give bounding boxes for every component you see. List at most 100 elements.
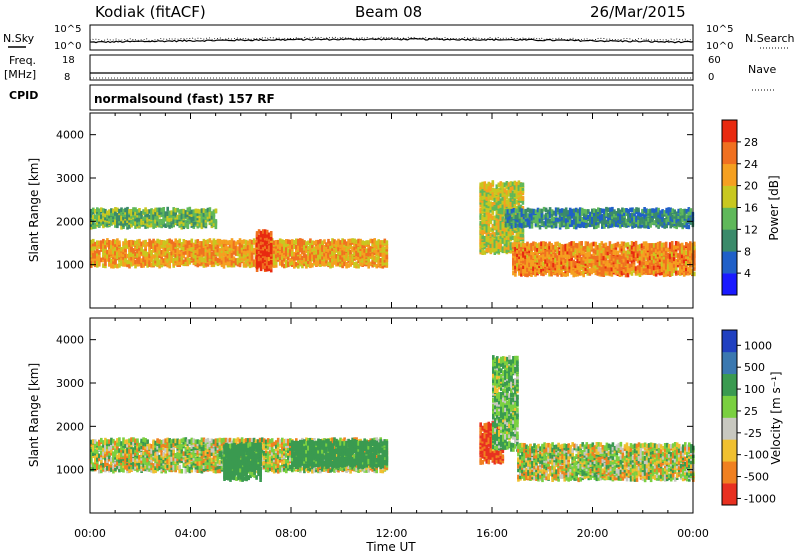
heatmap-cell (321, 240, 324, 246)
heatmap-cell (501, 229, 505, 234)
heatmap-cell (493, 247, 497, 253)
heatmap-cell (124, 443, 127, 449)
heatmap-cell (548, 258, 551, 264)
heatmap-cell (517, 186, 521, 191)
heatmap-cell (650, 270, 654, 275)
heatmap-cell (184, 261, 188, 266)
heatmap-cell (100, 240, 103, 245)
heatmap-cell (305, 260, 308, 266)
heatmap-cell (283, 244, 286, 249)
heatmap-cell (122, 212, 125, 218)
heatmap-cell (483, 250, 487, 255)
heatmap-cell (108, 216, 111, 222)
heatmap-cell (481, 201, 485, 207)
heatmap-cell (116, 215, 119, 220)
heatmap-cell (365, 251, 369, 257)
heatmap-cell (108, 464, 111, 469)
heatmap-cell (522, 223, 526, 228)
heatmap-cell (497, 223, 501, 229)
heatmap-cell (208, 256, 212, 261)
heatmap-cell (646, 260, 650, 266)
heatmap-cell (544, 212, 548, 218)
heatmap-cell (560, 211, 564, 216)
heatmap-cell (550, 270, 553, 276)
heatmap-cell (108, 261, 111, 267)
heatmap-cell (622, 248, 626, 254)
heatmap-cell (507, 191, 511, 197)
heatmap-cell (166, 216, 170, 222)
heatmap-cell (552, 262, 555, 268)
heatmap-cell (600, 266, 604, 272)
heatmap-cell (584, 247, 588, 253)
heatmap-cell (618, 272, 622, 277)
heatmap-cell (104, 467, 107, 473)
heatmap-cell (515, 236, 519, 242)
heatmap-cell (670, 262, 674, 268)
heatmap-cell (92, 214, 95, 220)
heatmap-cell (170, 213, 174, 218)
heatmap-cell (178, 260, 182, 266)
heatmap-cell (297, 255, 300, 261)
heatmap-cell (481, 234, 485, 240)
heatmap-cell (102, 443, 105, 448)
heatmap-cell (526, 247, 529, 252)
heatmap-cell (116, 238, 119, 243)
heatmap-cell (333, 239, 336, 244)
heatmap-cell (385, 244, 389, 249)
heatmap-cell (608, 245, 612, 250)
heatmap-cell (158, 242, 161, 248)
heatmap-cell (491, 187, 495, 193)
heatmap-cell (566, 253, 570, 259)
heatmap-cell (652, 247, 656, 252)
noise-right-tick-high: 10^5 (706, 24, 733, 35)
heatmap-cell (520, 266, 523, 272)
heatmap-cell (595, 209, 598, 214)
heatmap-cell (626, 249, 630, 255)
heatmap-cell (130, 464, 133, 470)
heatmap-cell (503, 194, 507, 200)
heatmap-cell (96, 251, 99, 257)
heatmap-cell (550, 216, 554, 222)
heatmap-cell (586, 253, 590, 258)
heatmap-cell (522, 258, 525, 264)
heatmap-cell (220, 239, 224, 245)
heatmap-cell (325, 242, 328, 247)
heatmap-cell (194, 242, 198, 247)
y-tick-label: 1000 (56, 259, 84, 272)
heatmap-cell (628, 244, 632, 250)
heatmap-cell (521, 188, 525, 194)
heatmap-cell (116, 449, 119, 454)
heatmap-cell (357, 263, 360, 269)
heatmap-cell (520, 208, 524, 213)
heatmap-cell (669, 216, 673, 221)
heatmap-cell (497, 198, 501, 204)
heatmap-cell (487, 181, 491, 187)
heatmap-cell (142, 263, 145, 268)
heatmap-cell (522, 209, 526, 214)
heatmap-cell (521, 200, 525, 205)
heatmap-cell (267, 260, 271, 266)
heatmap-cell (518, 257, 521, 262)
heatmap-cell (210, 251, 214, 256)
heatmap-cell (538, 217, 542, 222)
heatmap-cell (554, 257, 557, 262)
heatmap-cell (208, 216, 212, 222)
heatmap-cell (106, 253, 109, 259)
heatmap-cell (669, 207, 673, 213)
heatmap-cell (582, 260, 586, 266)
heatmap-cell (645, 220, 648, 226)
heatmap-cell (509, 228, 513, 233)
heatmap-cell (485, 213, 489, 219)
heatmap-cell (265, 239, 269, 244)
heatmap-cell (214, 256, 218, 262)
heatmap-cell (232, 250, 236, 255)
heatmap-cell (596, 251, 600, 256)
heatmap-cell (594, 255, 598, 261)
heatmap-cell (515, 181, 519, 187)
heatmap-cell (134, 220, 137, 226)
heatmap-cell (538, 208, 542, 214)
freq-tick-low: 8 (64, 72, 70, 83)
heatmap-cell (676, 270, 680, 276)
heatmap-cell (518, 271, 521, 276)
heatmap-cell (118, 216, 121, 222)
